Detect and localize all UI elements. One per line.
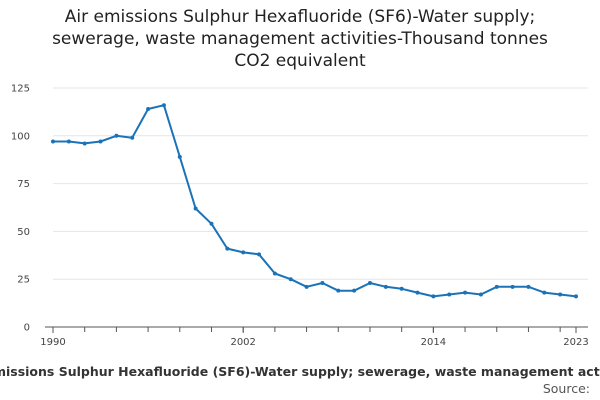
data-point [463,290,468,295]
data-point [431,294,436,299]
data-point [177,154,182,159]
data-point [272,271,277,276]
data-point [542,290,547,295]
x-tick-label: 1990 [40,337,65,348]
axis-layer: 0 25 50 75 100 125 1990 2002 2014 2023 [11,84,589,349]
data-point [320,281,325,286]
data-point [304,284,309,289]
x-tick-label: 2023 [563,337,588,348]
data-point [478,292,483,297]
source-label: Source: [542,381,590,396]
data-point [383,284,388,289]
chart-title-line-3: CO2 equivalent [234,51,366,71]
data-point [51,139,55,144]
data-point [510,284,515,289]
data-point [98,139,103,144]
data-point [558,292,563,297]
data-point [574,294,578,299]
data-point [241,250,246,255]
y-tick-label: 100 [11,131,30,142]
data-point [209,221,214,226]
y-tick-label: 75 [17,179,30,190]
data-point [257,252,262,257]
y-tick-label: 0 [24,323,30,334]
legend-label: Air emissions Sulphur Hexafluoride (SF6)… [0,364,600,379]
data-point [66,139,71,144]
data-point [494,284,499,289]
chart-title-line-2: sewerage, waste management activities-Th… [52,29,548,49]
data-point [130,135,135,140]
data-point [526,284,531,289]
data-point [336,288,341,293]
y-tick-label: 125 [11,84,30,95]
series-line [53,104,577,298]
y-tick-label: 50 [17,227,30,238]
data-point [288,277,293,282]
x-tick-label: 2002 [230,337,255,348]
series-layer [51,103,578,299]
chart-title-line-1: Air emissions Sulphur Hexafluoride (SF6)… [64,7,536,27]
data-point [367,281,372,286]
data-point [82,141,87,146]
x-tick-label: 2014 [421,337,446,348]
data-point [146,107,151,112]
data-point [161,103,166,108]
data-point [447,292,452,297]
data-point [415,290,420,295]
chart-title: Air emissions Sulphur Hexafluoride (SF6)… [0,6,600,72]
data-point [225,246,230,251]
data-point [399,286,404,291]
data-point [114,133,119,138]
y-tick-label: 25 [17,275,30,286]
data-point [352,288,357,293]
grid-layer [53,87,588,280]
data-point [193,206,198,211]
